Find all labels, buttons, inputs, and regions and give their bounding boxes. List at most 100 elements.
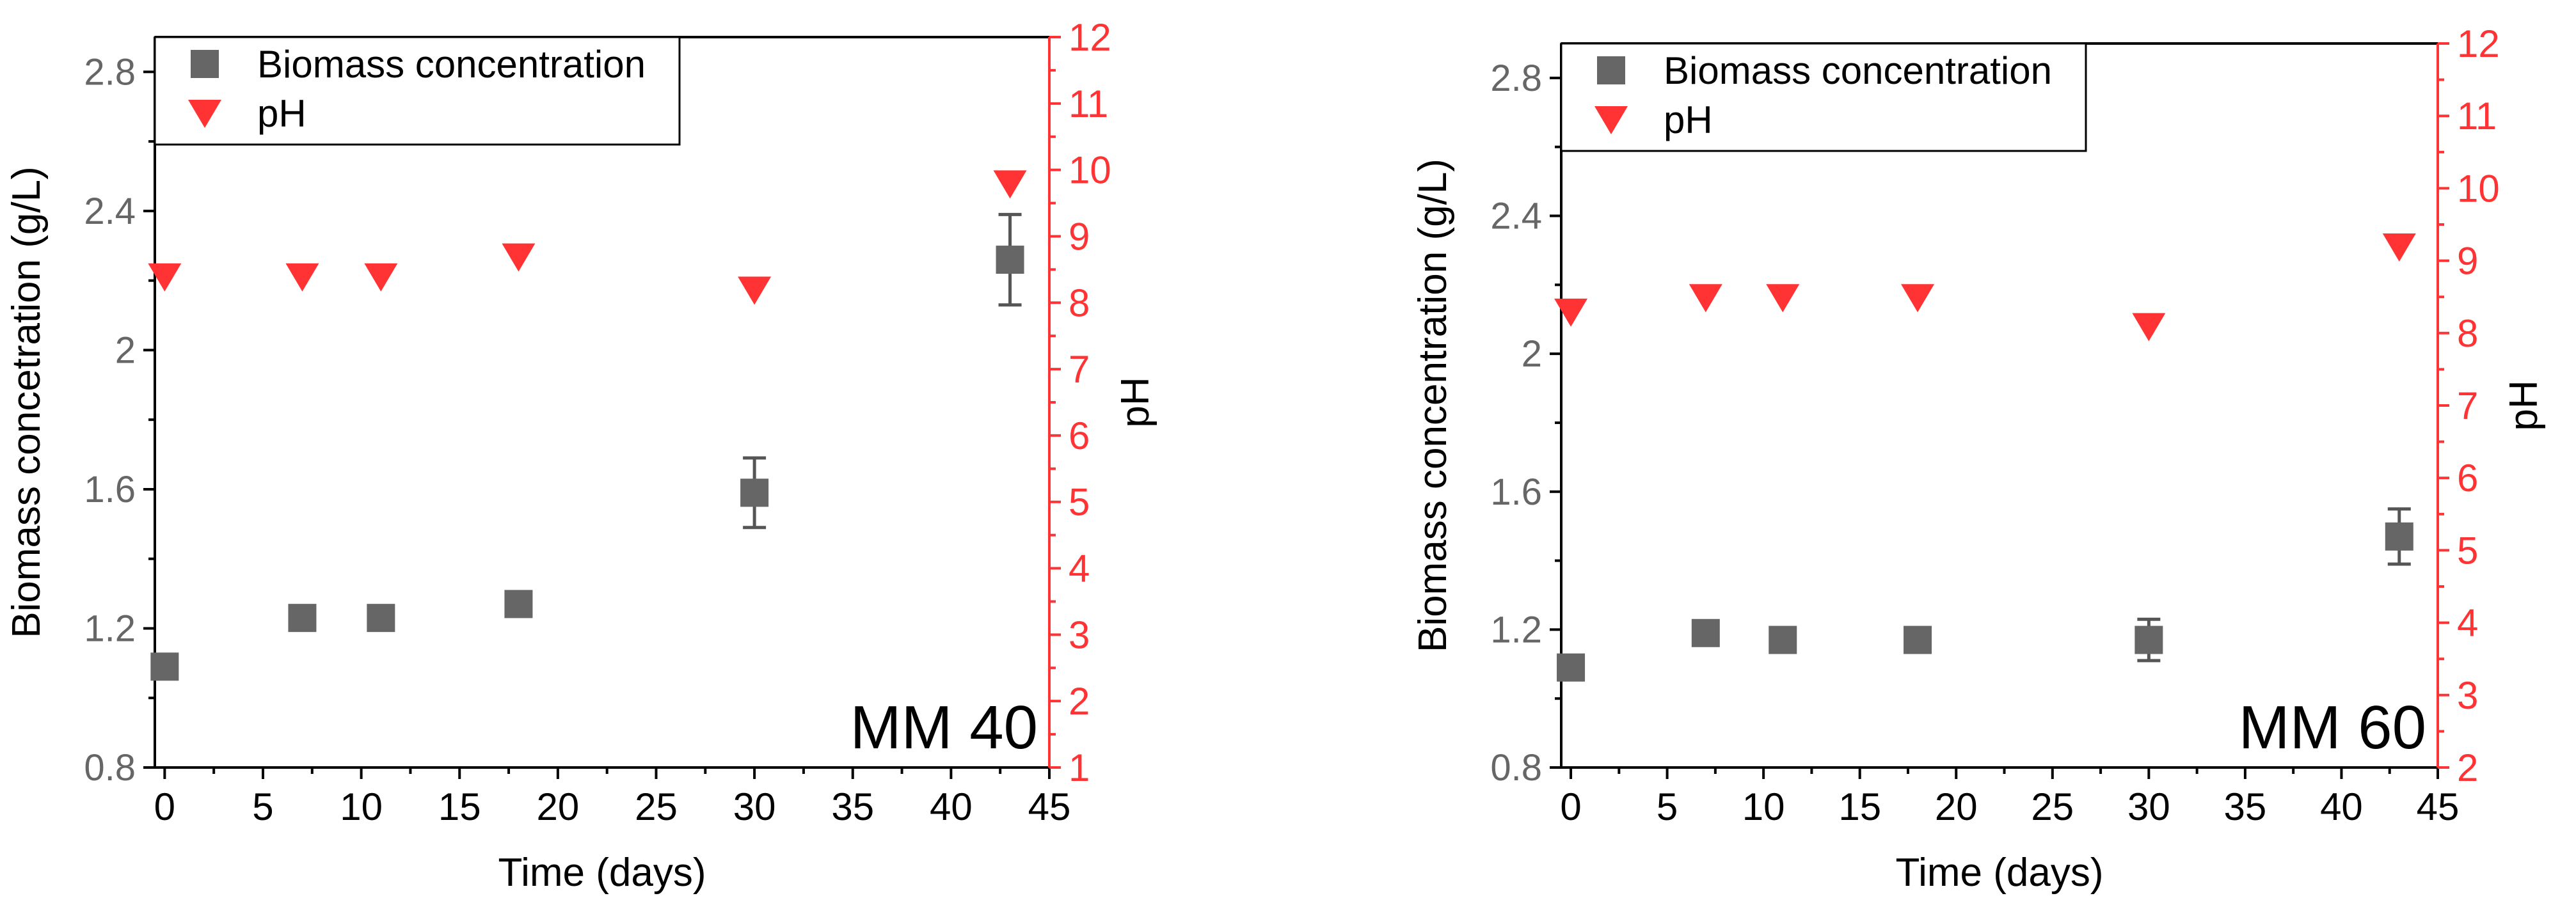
ph-point bbox=[1766, 284, 1800, 313]
y2-tick-label: 11 bbox=[1069, 83, 1108, 125]
y-axis-title: Biomass concentration (g/L) bbox=[1411, 159, 1455, 652]
ph-point bbox=[2132, 313, 2166, 342]
y-tick-label: 1.6 bbox=[1490, 471, 1542, 513]
y-tick-label: 2 bbox=[115, 329, 136, 371]
legend-ph-marker bbox=[188, 100, 221, 128]
ph-point bbox=[285, 263, 319, 292]
x-tick-label: 15 bbox=[1838, 785, 1881, 828]
biomass-point bbox=[740, 478, 769, 507]
y2-tick-label: 6 bbox=[2457, 457, 2478, 500]
y2-tick-label: 2 bbox=[1069, 680, 1090, 723]
y-tick-label: 2.8 bbox=[1490, 58, 1542, 99]
y2-tick-label: 12 bbox=[2457, 22, 2500, 65]
y-tick-label: 1.2 bbox=[1490, 609, 1542, 650]
x-tick-label: 25 bbox=[635, 785, 678, 828]
biomass-point bbox=[367, 604, 395, 633]
biomass-point bbox=[1769, 626, 1797, 654]
biomass-point bbox=[2385, 522, 2413, 551]
x-tick-label: 40 bbox=[2320, 785, 2363, 828]
y2-tick-label: 8 bbox=[2457, 312, 2478, 355]
legend-biomass-marker bbox=[1597, 56, 1625, 84]
x-tick-label: 5 bbox=[252, 785, 273, 828]
x-tick-label: 35 bbox=[2224, 785, 2267, 828]
y-tick-label: 1.6 bbox=[84, 469, 136, 510]
panel-label: MM 40 bbox=[850, 693, 1038, 762]
x-axis-title: Time (days) bbox=[1896, 851, 2104, 895]
legend-box bbox=[154, 36, 681, 146]
x-tick-label: 0 bbox=[1560, 785, 1581, 828]
biomass-point bbox=[996, 246, 1024, 274]
ph-point bbox=[1554, 298, 1588, 327]
legend-biomass-marker bbox=[191, 50, 219, 78]
y2-tick-label: 5 bbox=[2457, 529, 2478, 572]
x-axis-title: Time (days) bbox=[498, 851, 706, 895]
ph-point bbox=[2382, 233, 2416, 262]
ph-point bbox=[148, 263, 182, 292]
x-tick-label: 20 bbox=[1935, 785, 1978, 828]
y2-tick-label: 8 bbox=[1069, 281, 1090, 324]
biomass-point bbox=[504, 590, 533, 618]
y2-tick-label: 10 bbox=[2457, 167, 2500, 210]
biomass-point bbox=[150, 652, 179, 681]
y2-axis-title: pH bbox=[1113, 377, 1157, 427]
y-tick-label: 2.4 bbox=[84, 191, 136, 232]
x-tick-label: 45 bbox=[2417, 785, 2460, 828]
y2-tick-label: 7 bbox=[1069, 348, 1090, 391]
x-tick-label: 20 bbox=[536, 785, 579, 828]
legend-ph-label: pH bbox=[1664, 98, 1713, 141]
x-tick-label: 30 bbox=[733, 785, 776, 828]
ph-point bbox=[993, 170, 1027, 199]
biomass-point bbox=[1904, 626, 1932, 654]
ph-point bbox=[738, 276, 772, 305]
biomass-point bbox=[2135, 626, 2163, 654]
x-tick-label: 25 bbox=[2031, 785, 2074, 828]
y-tick-label: 2.4 bbox=[1490, 196, 1542, 237]
y2-tick-label: 5 bbox=[1069, 481, 1090, 524]
y-tick-label: 2.8 bbox=[84, 51, 136, 93]
chart-panel-2: 0 5 10 15 20 25 30 35 40 450.81.21.622.42.8234567… bbox=[1411, 22, 2546, 895]
y2-tick-label: 9 bbox=[1069, 215, 1090, 258]
y2-tick-label: 7 bbox=[2457, 384, 2478, 427]
biomass-point bbox=[288, 604, 317, 633]
y2-tick-label: 4 bbox=[2457, 602, 2478, 645]
ph-point bbox=[1901, 284, 1935, 313]
x-tick-label: 40 bbox=[930, 785, 973, 828]
y2-tick-label: 1 bbox=[1069, 746, 1090, 789]
biomass-point bbox=[1691, 618, 1720, 647]
y2-tick-label: 3 bbox=[2457, 674, 2478, 717]
y2-tick-label: 10 bbox=[1069, 149, 1111, 192]
ph-point bbox=[364, 263, 398, 292]
y2-tick-label: 11 bbox=[2457, 95, 2497, 138]
y-tick-label: 0.8 bbox=[1490, 747, 1542, 789]
y-tick-label: 2 bbox=[1522, 333, 1542, 375]
biomass-point bbox=[1557, 653, 1586, 682]
x-tick-label: 10 bbox=[1742, 785, 1785, 828]
x-tick-label: 35 bbox=[831, 785, 874, 828]
x-tick-label: 15 bbox=[438, 785, 481, 828]
y-tick-label: 1.2 bbox=[84, 608, 136, 649]
y2-axis-title: pH bbox=[2502, 380, 2546, 430]
y2-tick-label: 2 bbox=[2457, 746, 2478, 789]
panel-label: MM 60 bbox=[2239, 693, 2426, 762]
legend-ph-label: pH bbox=[257, 92, 306, 135]
legend-ph-marker bbox=[1594, 106, 1628, 134]
x-tick-label: 30 bbox=[2127, 785, 2170, 828]
y2-tick-label: 3 bbox=[1069, 613, 1090, 656]
x-tick-label: 5 bbox=[1657, 785, 1678, 828]
y2-tick-label: 12 bbox=[1069, 16, 1111, 59]
x-tick-label: 45 bbox=[1028, 785, 1071, 828]
x-tick-label: 0 bbox=[154, 785, 175, 828]
ph-point bbox=[502, 243, 536, 272]
x-tick-label: 10 bbox=[340, 785, 383, 828]
chart-panel-1: 0 5 10 15 20 25 30 35 40 450.81.21.622.42.8123456… bbox=[4, 16, 1157, 895]
legend-box bbox=[1560, 42, 2087, 152]
y-axis-title: Biomass concetration (g/L) bbox=[4, 166, 49, 638]
y2-tick-label: 9 bbox=[2457, 240, 2478, 283]
legend-biomass-label: Biomass concentration bbox=[1664, 49, 2052, 92]
y2-tick-label: 6 bbox=[1069, 414, 1090, 457]
y-tick-label: 0.8 bbox=[84, 747, 136, 789]
legend-biomass-label: Biomass concentration bbox=[257, 43, 646, 86]
ph-point bbox=[1689, 284, 1722, 313]
y2-tick-label: 4 bbox=[1069, 547, 1090, 590]
